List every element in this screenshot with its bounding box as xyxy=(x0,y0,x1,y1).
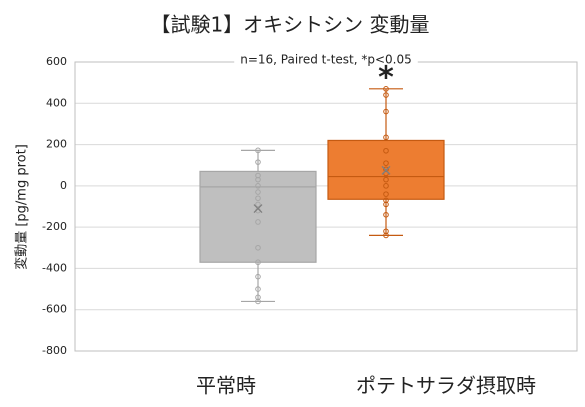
subtitle: n=16, Paired t-test, *p<0.05 xyxy=(240,53,412,67)
x-tick-label: ポテトサラダ摂取時 xyxy=(356,374,536,398)
data-point xyxy=(255,189,261,195)
data-point xyxy=(255,147,261,154)
y-tick-label: -200 xyxy=(42,220,67,233)
data-point xyxy=(255,286,261,292)
data-point xyxy=(383,86,389,92)
data-point xyxy=(383,232,389,239)
mean-marker xyxy=(253,204,263,214)
y-tick-label: -400 xyxy=(42,261,67,274)
data-point xyxy=(383,147,389,154)
data-point xyxy=(383,160,389,166)
chart-title: 【試験1】オキシトシン 変動量 xyxy=(150,13,429,37)
data-point xyxy=(255,183,261,189)
data-point xyxy=(383,183,389,189)
data-point xyxy=(255,259,261,266)
data-point xyxy=(383,191,389,197)
y-tick-label: 0 xyxy=(60,179,67,192)
data-point xyxy=(255,176,261,183)
data-point xyxy=(255,195,261,202)
data-point xyxy=(255,244,261,251)
data-point xyxy=(383,211,389,218)
data-point xyxy=(383,134,389,141)
y-tick-label: 600 xyxy=(46,55,67,68)
mean-marker xyxy=(381,165,391,175)
x-tick-label: 平常時 xyxy=(196,374,256,398)
y-axis-label: 変動量 [pg/mg prot] xyxy=(14,144,30,270)
y-tick-label: 400 xyxy=(46,96,67,109)
data-point xyxy=(255,201,261,208)
data-point xyxy=(383,92,389,98)
data-point xyxy=(255,298,261,305)
data-point xyxy=(383,108,389,115)
box xyxy=(199,170,317,263)
data-point xyxy=(255,219,261,225)
subtitle-background xyxy=(234,52,418,67)
data-point xyxy=(255,273,261,280)
y-tick-label: 200 xyxy=(46,138,67,151)
y-tick-label: -800 xyxy=(42,344,67,357)
data-point xyxy=(255,159,261,165)
significance-mark: * xyxy=(378,60,394,95)
y-tick-label: -600 xyxy=(42,303,67,316)
data-point xyxy=(383,201,389,208)
data-point xyxy=(383,176,389,183)
